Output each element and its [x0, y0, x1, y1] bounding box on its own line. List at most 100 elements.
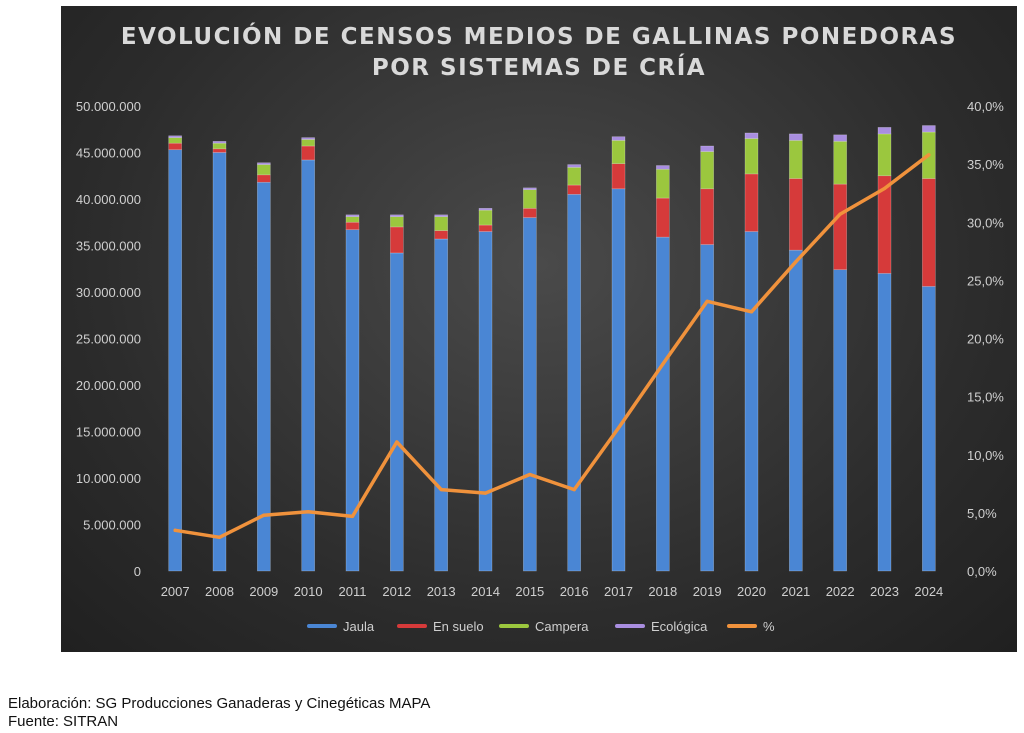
line-percent-point-2013 — [439, 488, 443, 492]
bar-ecológica-2024 — [922, 125, 936, 133]
x-tick-label: 2018 — [648, 584, 677, 599]
bar-jaula-2014 — [478, 231, 493, 572]
bar-campera-2020 — [744, 138, 759, 175]
line-percent-point-2011 — [350, 514, 355, 518]
y-right-tick-label: 30,0% — [967, 215, 1004, 230]
x-tick-label: 2014 — [471, 584, 500, 599]
bar-jaula-2017 — [611, 188, 626, 572]
y-left-tick-label: 40.000.000 — [76, 192, 141, 207]
bar-campera-2023 — [877, 133, 892, 177]
legend-label: Campera — [535, 619, 589, 634]
bar-campera-2009 — [257, 164, 271, 176]
bar-jaula-2008 — [212, 152, 227, 572]
bar-en-suelo-2012 — [390, 226, 404, 254]
bar-campera-2016 — [567, 167, 581, 186]
legend-label: % — [763, 619, 775, 634]
line-percent-point-2014 — [483, 491, 488, 495]
legend-label: Ecológica — [651, 619, 708, 634]
x-tick-label: 2020 — [737, 584, 766, 599]
y-right-tick-label: 35,0% — [967, 157, 1004, 172]
y-right-tick-label: 15,0% — [967, 390, 1004, 405]
y-left-tick-label: 30.000.000 — [76, 285, 141, 300]
x-tick-label: 2017 — [604, 584, 633, 599]
bar-campera-2017 — [611, 140, 626, 164]
line-percent-point-2018 — [661, 362, 665, 366]
line-percent-point-2009 — [262, 513, 266, 517]
bar-jaula-2016 — [567, 194, 581, 572]
bar-jaula-2010 — [301, 159, 315, 572]
bar-ecológica-2010 — [301, 137, 315, 140]
bar-jaula-2013 — [434, 238, 448, 572]
bar-ecológica-2016 — [567, 164, 581, 168]
line-percent-point-2017 — [616, 426, 621, 430]
bar-campera-2008 — [212, 142, 227, 150]
y-right-tick-label: 5,0% — [967, 506, 997, 521]
bar-ecológica-2020 — [744, 132, 759, 139]
bar-jaula-2023 — [877, 273, 892, 572]
chart-svg: EVOLUCIÓN DE CENSOS MEDIOS DE GALLINAS P… — [76, 22, 1004, 634]
line-percent-point-2023 — [882, 186, 887, 191]
y-right-tick-label: 20,0% — [967, 332, 1004, 347]
y-right-tick-label: 40,0% — [967, 99, 1004, 114]
bar-en-suelo-2016 — [567, 184, 581, 195]
bar-ecológica-2012 — [390, 214, 404, 217]
bar-campera-2022 — [833, 141, 847, 185]
bar-en-suelo-2018 — [656, 197, 670, 238]
bar-en-suelo-2010 — [301, 145, 315, 161]
bar-campera-2014 — [478, 209, 493, 226]
line-percent-point-2016 — [572, 488, 576, 492]
bar-campera-2019 — [700, 151, 714, 190]
bar-en-suelo-2011 — [345, 221, 360, 230]
bar-ecológica-2009 — [257, 162, 271, 165]
bar-en-suelo-2022 — [833, 183, 847, 270]
line-percent — [173, 153, 931, 540]
y-left-tick-label: 50.000.000 — [76, 99, 141, 114]
caption-fuente: Fuente: SITRAN — [8, 713, 119, 730]
line-percent-point-2021 — [794, 260, 798, 264]
x-tick-label: 2007 — [161, 584, 190, 599]
line-percent-point-2019 — [705, 299, 709, 303]
bar-campera-2012 — [390, 216, 404, 228]
bar-jaula-2022 — [833, 269, 847, 572]
bar-ecológica-2007 — [168, 135, 182, 138]
caption-elaboracion: Elaboración: SG Producciones Ganaderas y… — [8, 695, 431, 712]
chart-title-line-2: POR SISTEMAS DE CRÍA — [372, 53, 706, 81]
line-percent-point-2015 — [528, 472, 532, 477]
bar-jaula-2024 — [922, 286, 936, 572]
bar-campera-2011 — [345, 216, 360, 223]
y-right-tick-label: 0,0% — [967, 564, 997, 579]
y-left-tick-label: 15.000.000 — [76, 425, 141, 440]
line-percent-point-2010 — [306, 510, 310, 514]
x-tick-label: 2021 — [781, 584, 810, 599]
y-left-tick-label: 10.000.000 — [76, 471, 141, 486]
y-left-tick-label: 20.000.000 — [76, 378, 141, 393]
x-tick-label: 2024 — [914, 584, 943, 599]
chart-panel: EVOLUCIÓN DE CENSOS MEDIOS DE GALLINAS P… — [61, 6, 1017, 652]
line-percent-point-2012 — [395, 440, 399, 444]
bar-jaula-2012 — [390, 252, 404, 572]
bar-ecológica-2017 — [611, 136, 626, 141]
line-percent-point-2020 — [749, 310, 754, 314]
bar-campera-2018 — [656, 168, 670, 199]
line-percent-point-2008 — [217, 535, 222, 539]
line-percent-point-2007 — [173, 528, 177, 532]
y-left-tick-label: 25.000.000 — [76, 332, 141, 347]
y-left-tick-label: 45.000.000 — [76, 146, 141, 161]
x-tick-label: 2015 — [515, 584, 544, 599]
bar-campera-2010 — [301, 139, 315, 147]
bar-en-suelo-2020 — [744, 173, 759, 232]
bar-jaula-2021 — [789, 249, 803, 572]
bar-ecológica-2014 — [478, 208, 493, 211]
bar-ecológica-2011 — [345, 214, 360, 217]
legend-label: En suelo — [433, 619, 484, 634]
x-tick-label: 2013 — [427, 584, 456, 599]
y-left-tick-label: 5.000.000 — [83, 518, 141, 533]
legend-label: Jaula — [343, 619, 375, 634]
bar-ecológica-2013 — [434, 214, 448, 217]
bar-ecológica-2022 — [833, 134, 847, 142]
bar-en-suelo-2008 — [212, 148, 227, 153]
x-tick-label: 2016 — [560, 584, 589, 599]
y-left-tick-label: 0 — [134, 564, 141, 579]
bar-ecológica-2021 — [789, 133, 803, 141]
bar-ecológica-2023 — [877, 127, 892, 135]
